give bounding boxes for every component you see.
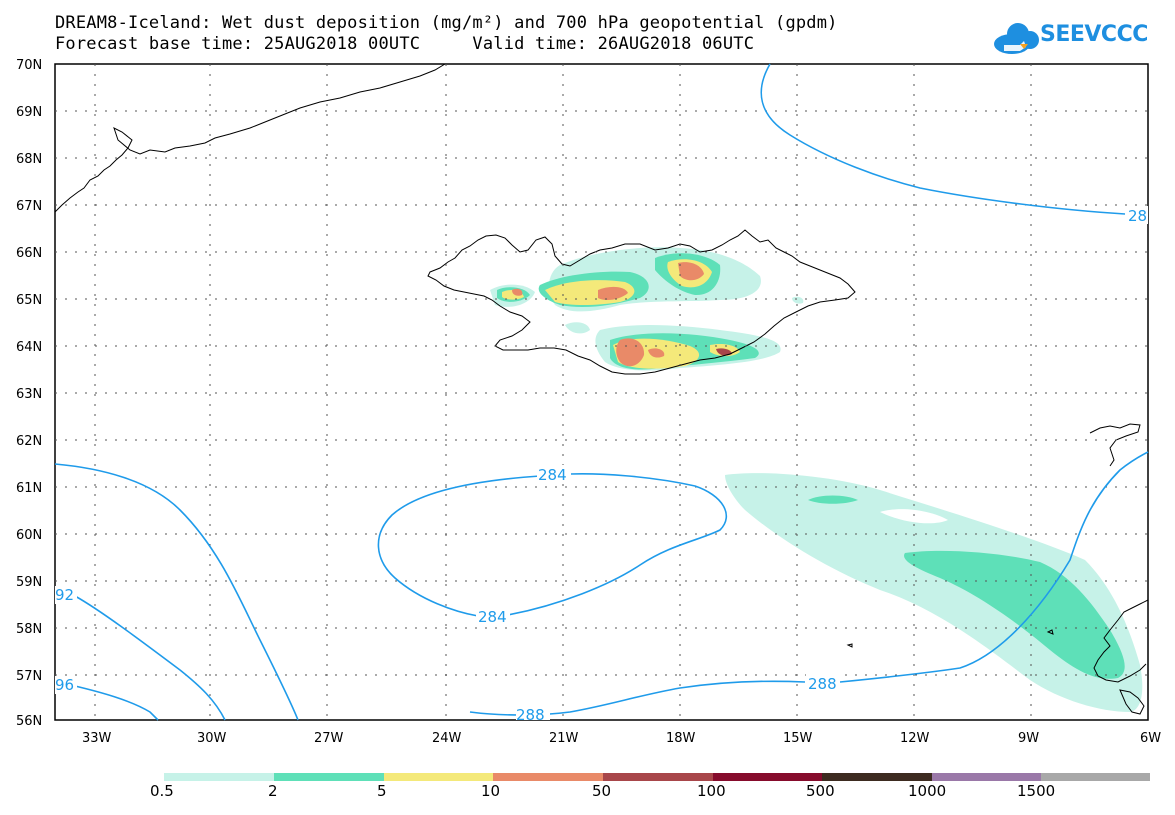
coastlines: [54, 63, 1149, 715]
dust-deposition-field: [490, 247, 1143, 712]
lat-label: 64N: [16, 340, 42, 355]
lat-label: 63N: [16, 387, 42, 402]
lat-label: 62N: [16, 434, 42, 449]
contour-label-284-top: 284: [538, 466, 567, 484]
lon-label: 15W: [783, 731, 813, 746]
seevccc-logo: [994, 23, 1039, 54]
lon-label: 21W: [549, 731, 579, 746]
lon-label: 6W: [1140, 731, 1161, 746]
contour-label-96-edge: 96: [55, 676, 74, 694]
lon-label: 30W: [197, 731, 227, 746]
lat-label: 60N: [16, 528, 42, 543]
longitude-labels: 33W 30W 27W 24W 21W 18W 15W 12W 9W 6W: [82, 731, 1161, 746]
legend-swatch: [493, 773, 603, 781]
legend-label: 100: [697, 782, 726, 800]
legend-label: 50: [592, 782, 612, 800]
lon-label: 9W: [1018, 731, 1039, 746]
lat-label: 59N: [16, 575, 42, 590]
legend-label: 10: [481, 782, 501, 800]
legend-swatch: [164, 773, 274, 781]
legend-label: 1500: [1017, 782, 1056, 800]
lon-label: 12W: [900, 731, 930, 746]
lat-label: 56N: [16, 714, 42, 729]
legend-label: 1000: [908, 782, 947, 800]
contour-292: [74, 595, 226, 721]
legend-swatch: [932, 773, 1041, 781]
contour-284-closed: [377, 473, 727, 617]
legend-swatch: [1041, 773, 1150, 781]
contour-label-288-right: 288: [808, 675, 837, 693]
contour-label-288-bottom: 288: [516, 706, 545, 724]
map-title: DREAM8-Iceland: Wet dust deposition (mg/…: [55, 13, 838, 33]
legend-swatch: [274, 773, 384, 781]
lat-label: 67N: [16, 199, 42, 214]
legend-swatch: [822, 773, 932, 781]
contour-labels: 284 284 288 288 28 92 96: [55, 206, 1148, 724]
lat-label: 70N: [16, 58, 42, 73]
contour-left-upper: [54, 463, 299, 721]
contour-296: [74, 685, 159, 721]
graticule: [55, 64, 1148, 720]
cloud-icon: [994, 23, 1039, 54]
legend-swatch: [713, 773, 822, 781]
lon-label: 33W: [82, 731, 112, 746]
lon-label: 27W: [314, 731, 344, 746]
contour-288-north: [760, 63, 1126, 215]
lat-label: 65N: [16, 293, 42, 308]
legend-label: 0.5: [150, 782, 174, 800]
contour-label-92-edge: 92: [55, 586, 74, 604]
logo-text: SEEVCCC: [1040, 22, 1148, 47]
lat-label: 57N: [16, 669, 42, 684]
contour-label-28-edge: 28: [1128, 207, 1147, 225]
lat-label: 68N: [16, 152, 42, 167]
lat-label: 69N: [16, 105, 42, 120]
lon-label: 24W: [432, 731, 462, 746]
legend-label: 500: [806, 782, 835, 800]
legend-swatch: [384, 773, 493, 781]
legend-label: 2: [268, 782, 278, 800]
lat-label: 61N: [16, 481, 42, 496]
latitude-labels: 70N 69N 68N 67N 66N 65N 64N 63N 62N 61N …: [16, 58, 42, 729]
map-frame: [54, 63, 1149, 721]
lon-label: 18W: [666, 731, 696, 746]
legend-swatch: [603, 773, 713, 781]
lat-label: 66N: [16, 246, 42, 261]
legend-label: 5: [377, 782, 387, 800]
lat-label: 58N: [16, 622, 42, 637]
contour-label-284-bottom: 284: [478, 608, 507, 626]
map-subtitle: Forecast base time: 25AUG2018 00UTC Vali…: [55, 34, 755, 54]
